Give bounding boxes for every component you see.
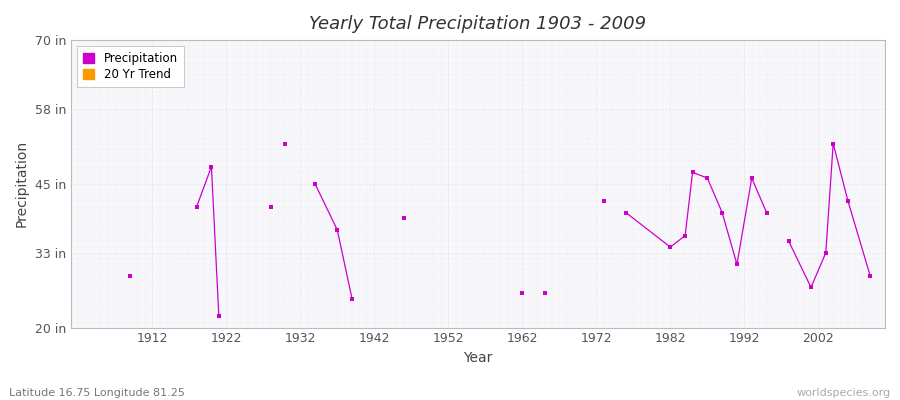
Text: Latitude 16.75 Longitude 81.25: Latitude 16.75 Longitude 81.25 <box>9 388 184 398</box>
Title: Yearly Total Precipitation 1903 - 2009: Yearly Total Precipitation 1903 - 2009 <box>310 15 646 33</box>
X-axis label: Year: Year <box>464 351 492 365</box>
Text: worldspecies.org: worldspecies.org <box>796 388 891 398</box>
Y-axis label: Precipitation: Precipitation <box>15 140 29 228</box>
Legend: Precipitation, 20 Yr Trend: Precipitation, 20 Yr Trend <box>76 46 184 87</box>
